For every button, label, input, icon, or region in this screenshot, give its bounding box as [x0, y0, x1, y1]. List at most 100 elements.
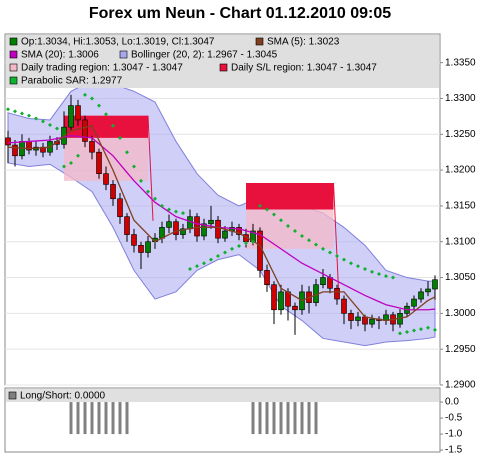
y2-tick-label: -1.0	[445, 429, 463, 440]
sar-dot	[167, 207, 171, 212]
legend-swatch	[9, 37, 18, 46]
sar-dot	[342, 257, 346, 262]
candle-body	[208, 219, 214, 225]
y-tick-label: 1.3150	[445, 201, 476, 212]
sar-dot	[202, 261, 206, 266]
candle-body	[12, 144, 18, 157]
candle-body	[236, 227, 242, 235]
sar-dot	[272, 212, 276, 217]
sar-dot	[125, 150, 129, 155]
candle-body	[355, 316, 361, 321]
long-short-bar	[314, 402, 318, 435]
y2-tick-label: 0.0	[445, 397, 459, 408]
candle-body	[5, 137, 11, 146]
sar-dot	[188, 266, 192, 271]
legend-label: Daily S/L region: 1.3047 - 1.3047	[231, 63, 377, 74]
sar-dot	[237, 244, 241, 249]
sar-dot	[419, 327, 423, 332]
candle-body	[145, 241, 151, 253]
candle-body	[131, 234, 137, 246]
sar-dot	[83, 92, 87, 97]
legend-label: SMA (5): 1.3023	[267, 37, 340, 48]
legend-swatch	[9, 63, 18, 72]
long-short-bar	[265, 402, 269, 435]
candle-body	[75, 105, 81, 121]
sar-dot	[20, 111, 24, 116]
long-short-bar	[251, 402, 255, 435]
candle-body	[264, 270, 270, 286]
candle-body	[341, 298, 347, 314]
sar-dot	[181, 211, 185, 216]
legend-label: SMA (20): 1.3006	[21, 50, 99, 61]
sar-dot	[258, 203, 262, 208]
candle-body	[117, 198, 123, 217]
sar-dot	[34, 116, 38, 121]
candle-body	[432, 279, 438, 290]
region-edge	[333, 182, 339, 289]
sar-dot	[174, 209, 178, 214]
sar-dot	[286, 223, 290, 228]
y-tick-label: 1.3050	[445, 272, 476, 283]
sar-dot	[132, 164, 136, 169]
candle-body	[201, 223, 207, 237]
legend-box	[6, 35, 439, 88]
candle-body	[222, 230, 228, 239]
candle-body	[215, 219, 221, 239]
candle-body	[425, 288, 431, 293]
long-short-bar	[76, 402, 80, 435]
sar-dot	[97, 103, 101, 108]
sar-dot	[328, 250, 332, 255]
sar-dot	[62, 164, 66, 169]
sar-dot	[76, 153, 80, 158]
candle-body	[411, 298, 417, 307]
legend-label: Daily trading region: 1.3047 - 1.3047	[21, 63, 183, 74]
sar-dot	[370, 269, 374, 274]
long-short-bar	[118, 402, 122, 435]
sar-dot	[307, 238, 311, 243]
candle-body	[138, 245, 144, 253]
long-short-bar	[279, 402, 283, 435]
candle-body	[278, 291, 284, 311]
sma5-line	[7, 124, 436, 322]
sar-dot	[104, 112, 108, 117]
candle-body	[103, 173, 109, 185]
sar-dot	[384, 274, 388, 279]
sar-dot	[223, 250, 227, 255]
long-short-bar	[272, 402, 276, 435]
y-tick-label: 1.3300	[445, 93, 476, 104]
sar-dot	[69, 160, 73, 165]
y2-tick-label: -1.5	[445, 445, 463, 456]
candle-body	[348, 313, 354, 321]
sar-dot	[6, 107, 10, 112]
sar-dot	[139, 178, 143, 183]
sar-dot	[251, 239, 255, 244]
legend-label: Parabolic SAR: 1.2977	[21, 76, 123, 87]
sar-dot	[300, 234, 304, 239]
candle-body	[320, 277, 326, 286]
legend-label: Bollinger (20, 2): 1.2967 - 1.3045	[131, 50, 278, 61]
sar-dot	[349, 261, 353, 266]
candle-body	[96, 151, 102, 174]
sar-dot	[363, 266, 367, 271]
sar-dot	[41, 119, 45, 124]
chart-title: Forex um Neun - Chart 01.12.2010 09:05	[89, 5, 391, 22]
long-short-bar	[307, 402, 311, 435]
sar-dot	[314, 242, 318, 247]
legend-swatch	[8, 391, 17, 400]
legend-swatch	[9, 50, 18, 59]
sar-dot	[356, 264, 360, 269]
candle-body	[173, 221, 179, 235]
candle-body	[362, 316, 368, 325]
sar-dot	[293, 228, 297, 233]
candle-body	[89, 141, 95, 153]
sar-dot	[111, 123, 115, 128]
long-short-bar	[83, 402, 87, 435]
candle-body	[166, 221, 172, 228]
sar-dot	[216, 254, 220, 259]
sma20-line	[7, 135, 436, 311]
candle-body	[418, 291, 424, 300]
candle-body	[68, 105, 74, 128]
sar-dot	[244, 241, 248, 246]
sar-dot	[230, 246, 234, 251]
